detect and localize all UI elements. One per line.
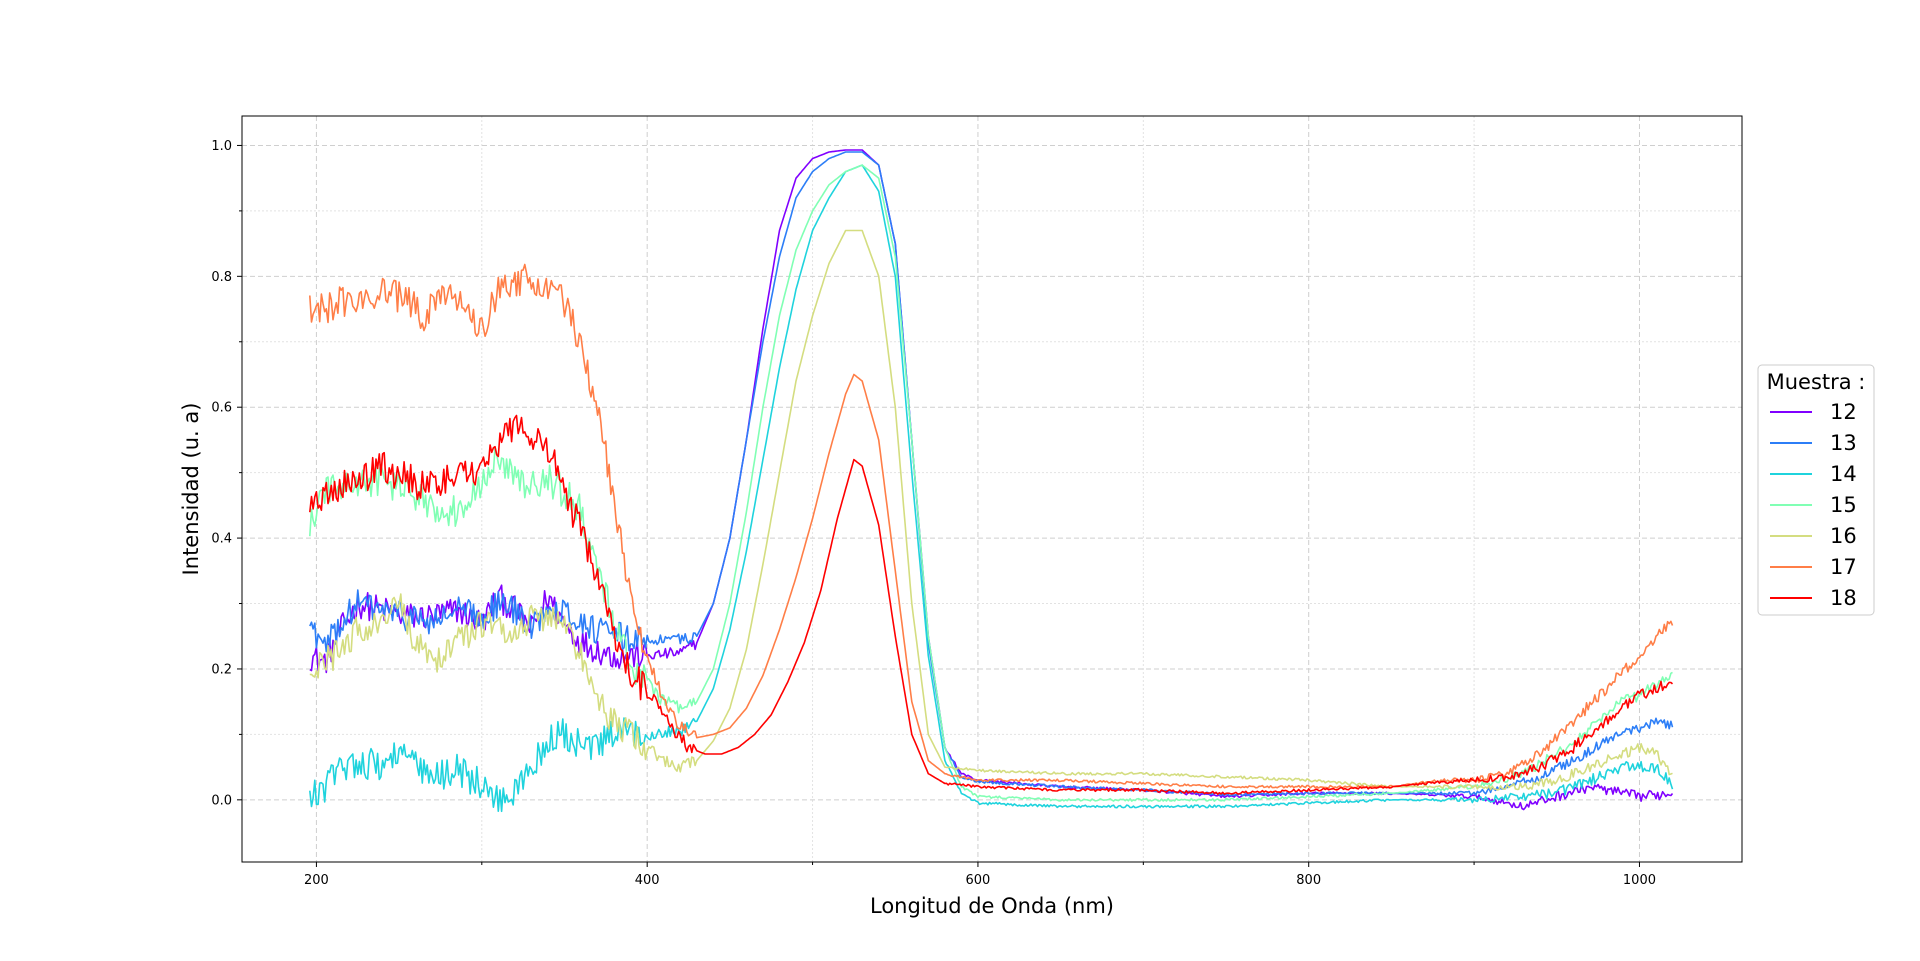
legend-title: Muestra : bbox=[1767, 370, 1866, 394]
y-tick-label: 0.8 bbox=[211, 270, 232, 285]
x-tick-label: 800 bbox=[1296, 873, 1321, 888]
series-line-15 bbox=[309, 164, 1673, 802]
legend-label-15: 15 bbox=[1830, 493, 1857, 517]
x-axis-ticks: 200 400 600 800 1000 bbox=[304, 862, 1656, 888]
legend-label-13: 13 bbox=[1830, 431, 1857, 455]
y-tick-label: 0.6 bbox=[211, 401, 232, 416]
series-line-16 bbox=[309, 229, 1673, 791]
series-line-14 bbox=[309, 164, 1674, 813]
y-tick-label: 0.4 bbox=[211, 532, 232, 547]
x-tick-label: 400 bbox=[635, 873, 660, 888]
x-tick-label: 1000 bbox=[1623, 873, 1656, 888]
series-line-18 bbox=[309, 414, 1674, 795]
series-line-17 bbox=[309, 263, 1674, 789]
legend-label-16: 16 bbox=[1830, 524, 1857, 548]
legend-label-12: 12 bbox=[1830, 400, 1857, 424]
y-axis-ticks: 0.0 0.2 0.4 0.6 0.8 1.0 bbox=[211, 139, 242, 808]
series-group bbox=[309, 149, 1674, 813]
x-tick-label: 600 bbox=[966, 873, 991, 888]
plot-frame bbox=[241, 115, 1743, 863]
y-tick-label: 0.0 bbox=[211, 793, 232, 808]
legend-label-17: 17 bbox=[1830, 555, 1857, 579]
y-tick-label: 1.0 bbox=[211, 139, 232, 154]
y-axis-label: Intensidad (u. a) bbox=[179, 403, 203, 576]
x-tick-label: 200 bbox=[304, 873, 329, 888]
legend-label-18: 18 bbox=[1830, 586, 1857, 610]
legend-box bbox=[1757, 364, 1875, 616]
legend: Muestra : 12 13 14 15 16 17 18 bbox=[1757, 364, 1875, 616]
legend-label-14: 14 bbox=[1830, 462, 1857, 486]
legend-entries: 12 13 14 15 16 17 18 bbox=[1770, 400, 1857, 610]
x-axis-label: Longitud de Onda (nm) bbox=[870, 894, 1114, 918]
y-tick-label: 0.2 bbox=[211, 662, 232, 677]
